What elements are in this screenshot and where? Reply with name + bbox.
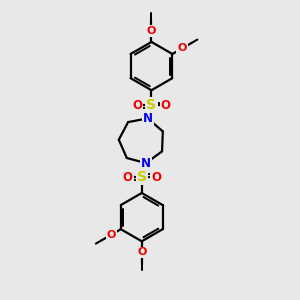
Text: O: O bbox=[123, 171, 133, 184]
Text: O: O bbox=[151, 171, 161, 184]
Text: N: N bbox=[141, 157, 151, 169]
Text: O: O bbox=[151, 171, 161, 184]
Text: O: O bbox=[147, 26, 156, 36]
Text: N: N bbox=[143, 112, 153, 125]
Text: O: O bbox=[123, 171, 133, 184]
Text: N: N bbox=[143, 112, 153, 125]
Text: S: S bbox=[137, 170, 147, 184]
Text: O: O bbox=[160, 99, 171, 112]
Text: O: O bbox=[132, 99, 142, 112]
Text: O: O bbox=[177, 44, 187, 53]
Text: S: S bbox=[146, 98, 157, 112]
Text: O: O bbox=[106, 230, 116, 240]
Text: S: S bbox=[146, 98, 157, 112]
Text: O: O bbox=[160, 99, 171, 112]
Text: N: N bbox=[141, 157, 151, 169]
Text: O: O bbox=[132, 99, 142, 112]
Text: S: S bbox=[137, 170, 147, 184]
Text: O: O bbox=[137, 248, 146, 257]
